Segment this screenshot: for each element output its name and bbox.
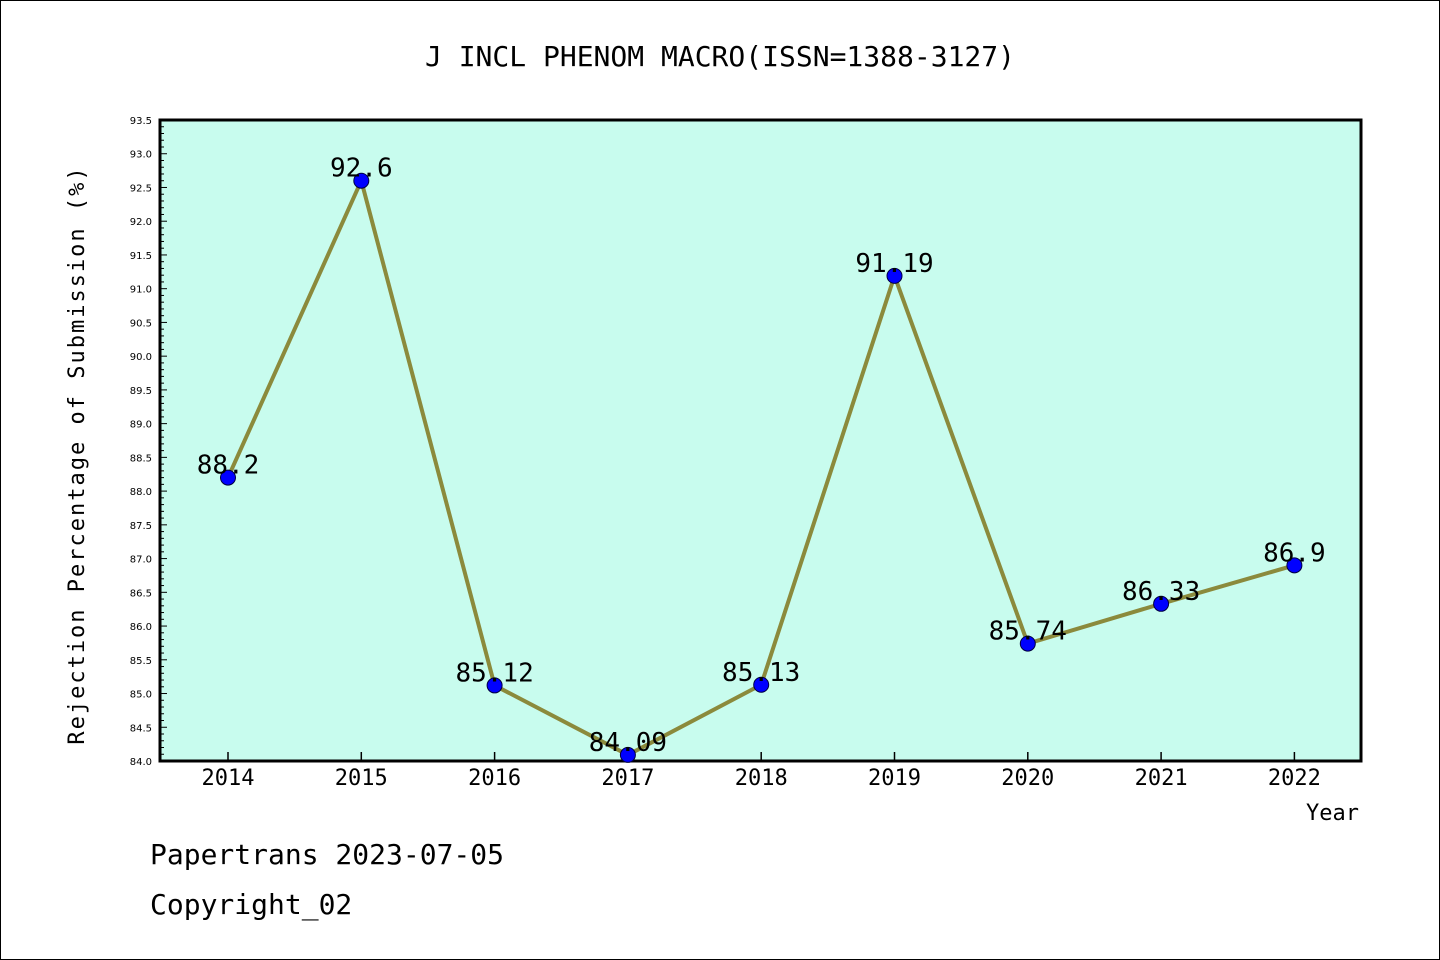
y-tick-label: 85.5 <box>130 656 152 667</box>
data-label: 86.33 <box>1122 577 1200 607</box>
x-axis: 2014 2015 2016 2017 2018 2019 2020 2021 2022 <box>202 752 1321 791</box>
x-tick-label: 2016 <box>468 766 521 791</box>
y-tick-label: 84.0 <box>130 757 152 768</box>
x-tick-label: 2015 <box>335 766 388 791</box>
x-tick-label: 2022 <box>1268 766 1321 791</box>
data-label: 92.6 <box>330 154 393 184</box>
y-tick-label: 92.0 <box>130 217 152 228</box>
data-point <box>886 267 903 284</box>
y-tick-label: 92.5 <box>130 183 152 194</box>
x-tick-label: 2014 <box>202 766 255 791</box>
data-label: 85.74 <box>989 617 1067 647</box>
data-labels: 88.2 92.6 85.12 84.09 85.13 91.19 85.74 86.33 86… <box>197 154 1326 758</box>
data-point <box>353 172 370 189</box>
data-point <box>1286 557 1303 574</box>
series-markers <box>220 172 1303 763</box>
x-axis-label: Year <box>1306 801 1359 826</box>
y-axis-label: Rejection Percentage of Submission (%) <box>65 165 90 744</box>
y-tick-label: 86.0 <box>130 622 152 633</box>
y-tick-label: 90.0 <box>130 352 152 363</box>
data-point <box>1019 635 1036 652</box>
y-tick-label: 87.5 <box>130 521 152 532</box>
y-axis: 84.0 84.5 85.0 85.5 86.0 86.5 87.0 87.5 88.0 88.5… <box>130 116 167 768</box>
x-tick-label: 2017 <box>601 766 654 791</box>
data-point <box>1153 595 1170 612</box>
data-label: 86.9 <box>1263 538 1326 568</box>
y-tick-label: 90.5 <box>130 318 152 329</box>
data-label: 84.09 <box>589 728 667 758</box>
plot-area <box>158 118 1363 763</box>
y-tick-label: 91.5 <box>130 251 152 262</box>
y-tick-label: 84.5 <box>130 723 152 734</box>
data-point <box>220 469 236 486</box>
data-label: 88.2 <box>197 451 260 481</box>
x-tick-label: 2018 <box>735 766 788 791</box>
y-tick-label: 93.5 <box>130 116 152 127</box>
y-tick-label: 88.5 <box>130 453 152 464</box>
y-tick-label: 89.0 <box>130 420 152 431</box>
y-tick-label: 88.0 <box>130 487 152 498</box>
x-tick-label: 2021 <box>1135 766 1188 791</box>
y-tick-label: 89.5 <box>130 386 152 397</box>
y-tick-label: 86.5 <box>130 588 152 599</box>
data-point <box>753 676 770 693</box>
data-label: 85.13 <box>722 658 800 688</box>
data-label: 85.12 <box>455 658 533 688</box>
chart-title: J INCL PHENOM MACRO(ISSN=1388-3127) <box>425 40 1015 73</box>
data-point <box>619 746 636 763</box>
y-tick-label: 91.0 <box>130 285 152 296</box>
x-tick-label: 2020 <box>1001 766 1054 791</box>
y-tick-label: 85.0 <box>130 690 152 701</box>
data-point <box>486 677 503 694</box>
footer-copyright: Copyright_02 <box>150 888 352 922</box>
x-tick-label: 2019 <box>868 766 921 791</box>
y-tick-label: 87.0 <box>130 555 152 566</box>
data-label: 91.19 <box>855 249 933 279</box>
footer-source: Papertrans 2023-07-05 <box>150 838 504 871</box>
y-tick-label: 93.0 <box>130 150 152 161</box>
